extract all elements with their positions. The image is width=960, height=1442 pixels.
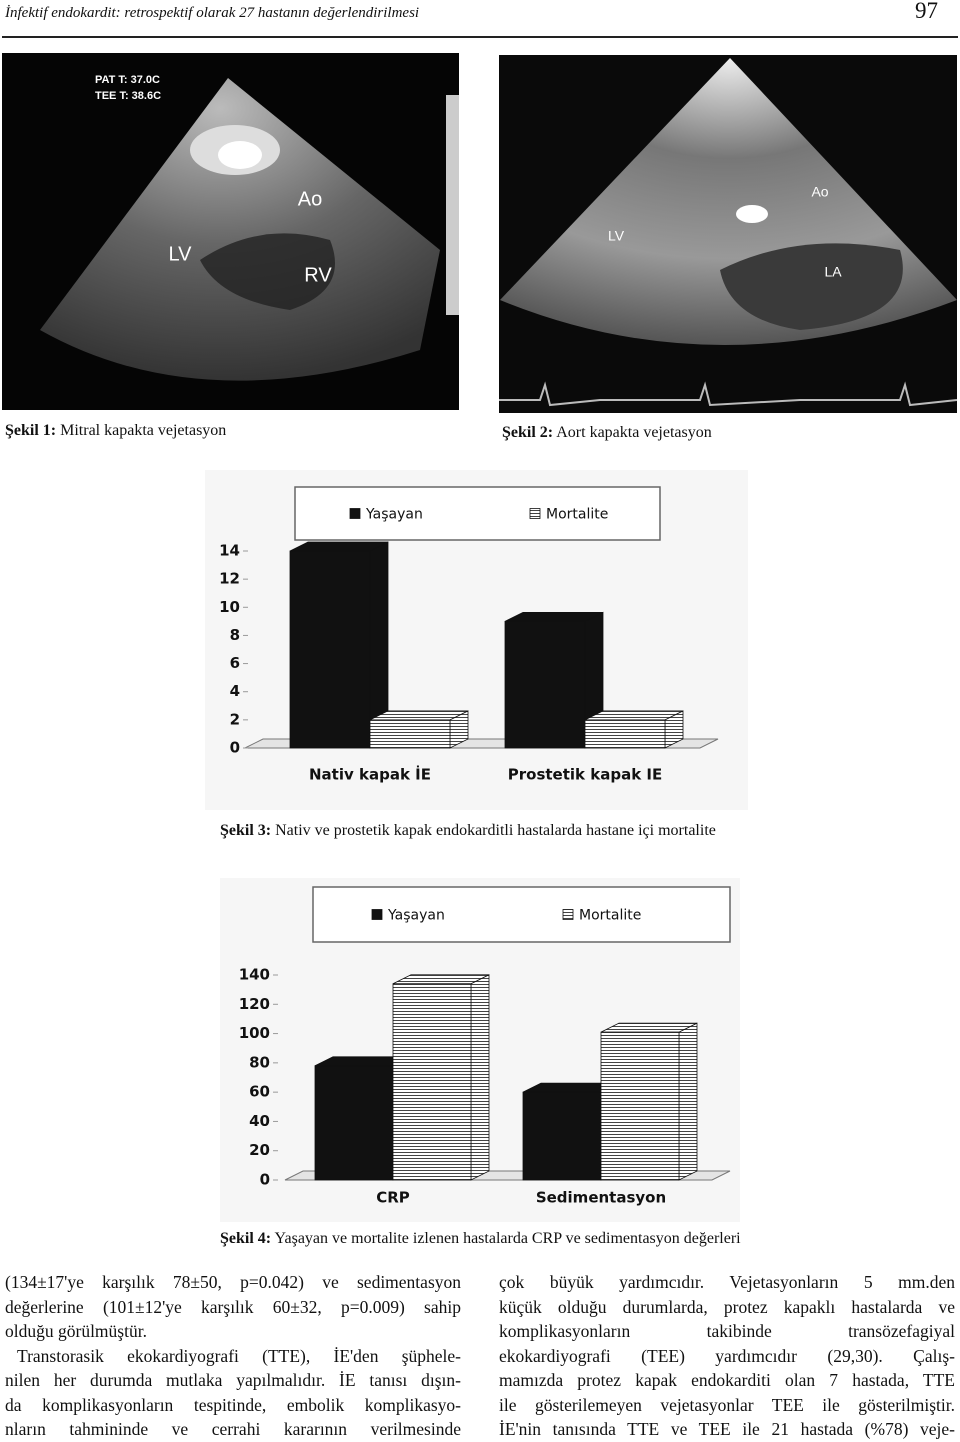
- caption-text: Aort kapakta vejetasyon: [556, 424, 712, 441]
- image-label: LV: [608, 228, 625, 244]
- y-tick-label: 0: [260, 1171, 270, 1189]
- legend-box: [312, 886, 731, 943]
- y-tick-label: 120: [239, 995, 270, 1013]
- x-tick-label: Sedimentasyon: [536, 1189, 666, 1207]
- image-overlay-text: PAT T: 37.0C: [95, 74, 160, 86]
- image-label: LV: [169, 243, 193, 265]
- bar-side: [470, 974, 490, 1181]
- image-label: LA: [824, 264, 842, 280]
- text-line: Transtorasik ekokardiyografi (TTE), İE'd…: [17, 1345, 461, 1366]
- text-line: nilen her durumda mutlaka yapılmalıdır. …: [5, 1370, 461, 1390]
- figure-label: Şekil 2:: [502, 424, 554, 441]
- figure-caption: Şekil 4: Yaşayan ve mortalite izlenen ha…: [220, 1230, 741, 1248]
- bar-top: [584, 710, 684, 721]
- echo-image-1: [2, 53, 459, 410]
- image-overlay-text: TEE T: 38.6C: [95, 90, 161, 102]
- y-tick-label: 14: [219, 542, 240, 560]
- echo-image-2: [499, 55, 958, 413]
- bar: [392, 983, 472, 1181]
- text-line: mamızda protez kapak endokarditi olan 7 …: [499, 1370, 955, 1390]
- legend-swatch: [371, 909, 383, 920]
- y-tick-label: 140: [239, 966, 270, 984]
- legend-label: Mortalite: [579, 908, 641, 924]
- caption-text: Yaşayan ve mortalite izlenen hastalarda …: [274, 1230, 741, 1247]
- bar: [314, 1065, 394, 1181]
- y-tick-label: 0: [230, 739, 240, 757]
- caption-text: Mitral kapakta vejetasyon: [60, 422, 227, 439]
- text-column: (134±17'ye karşılık 78±50, p=0.042) ve s…: [5, 1270, 461, 1442]
- text-line: küçük olduğu durumlarda, protez kapaklı …: [499, 1296, 955, 1317]
- y-tick-label: 80: [249, 1053, 270, 1071]
- text-line: nların tahmininde ve cerrahi kararının v…: [5, 1419, 461, 1439]
- text-line: değerlerine (101±12'ye karşılık 60±32, p…: [5, 1296, 461, 1317]
- bar: [289, 550, 371, 749]
- bar: [584, 719, 666, 749]
- bar-top: [289, 541, 389, 552]
- legend-swatch: [349, 508, 361, 519]
- y-tick-label: 12: [219, 570, 240, 588]
- y-tick-label: 10: [219, 598, 240, 616]
- text-line: çok büyük yardımcıdır. Vejetasyonların 5…: [499, 1272, 955, 1292]
- figure-label: Şekil 3:: [220, 822, 272, 839]
- running-title: İnfektif endokardit: retrospektif olarak…: [5, 5, 420, 21]
- bar-side: [678, 1022, 698, 1181]
- y-tick-label: 60: [249, 1083, 270, 1101]
- legend-swatch: [562, 909, 574, 920]
- text-line: ile gösterilemeyen vejetasyonlar TEE ile…: [499, 1394, 955, 1415]
- y-tick-label: 8: [230, 626, 240, 644]
- text-line: da komplikasyonların tespitinde, embolik…: [5, 1394, 461, 1415]
- y-tick-label: 20: [249, 1141, 270, 1159]
- x-tick-label: Prostetik kapak IE: [508, 766, 662, 784]
- bar: [522, 1091, 602, 1181]
- text-line: (134±17'ye karşılık 78±50, p=0.042) ve s…: [5, 1272, 461, 1292]
- y-tick-label: 6: [230, 654, 240, 672]
- figure-caption: Şekil 2: Aort kapakta vejetasyon: [502, 424, 712, 442]
- x-tick-label: Nativ kapak İE: [309, 765, 431, 784]
- figure-caption: Şekil 1: Mitral kapakta vejetasyon: [5, 422, 226, 440]
- legend-label: Yaşayan: [387, 908, 445, 924]
- page-number: 97: [915, 0, 938, 23]
- text-column: çok büyük yardımcıdır. Vejetasyonların 5…: [499, 1270, 955, 1442]
- image-label: Ao: [298, 188, 322, 210]
- figure-label: Şekil 1:: [5, 422, 57, 439]
- y-tick-label: 100: [239, 1024, 270, 1042]
- y-tick-label: 40: [249, 1112, 270, 1130]
- text-line: İE'nin tanısında TTE ve TEE ile 21 hasta…: [499, 1419, 955, 1439]
- bar: [369, 719, 451, 749]
- x-tick-label: CRP: [376, 1189, 410, 1207]
- header-rule: [2, 36, 958, 38]
- image-label: RV: [304, 264, 332, 286]
- figure-label: Şekil 4:: [220, 1230, 272, 1247]
- legend-swatch: [529, 508, 541, 519]
- text-line: ekokardiyografi (TEE) yardımcıdır (29,30…: [499, 1345, 955, 1366]
- y-tick-label: 2: [230, 710, 240, 728]
- text-line: olduğu görülmüştür.: [5, 1321, 147, 1341]
- text-line: komplikasyonların takibinde transözefagi…: [499, 1321, 955, 1341]
- bar: [504, 620, 586, 749]
- bar-top: [369, 710, 469, 721]
- caption-text: Nativ ve prostetik kapak endokarditli ha…: [275, 822, 716, 839]
- y-tick-label: 4: [230, 682, 240, 700]
- bar: [600, 1031, 680, 1181]
- image-label: Ao: [811, 184, 828, 200]
- legend-label: Mortalite: [546, 507, 608, 523]
- bar-top: [504, 611, 604, 622]
- legend-label: Yaşayan: [365, 507, 423, 523]
- figure-caption: Şekil 3: Nativ ve prostetik kapak endoka…: [220, 822, 716, 840]
